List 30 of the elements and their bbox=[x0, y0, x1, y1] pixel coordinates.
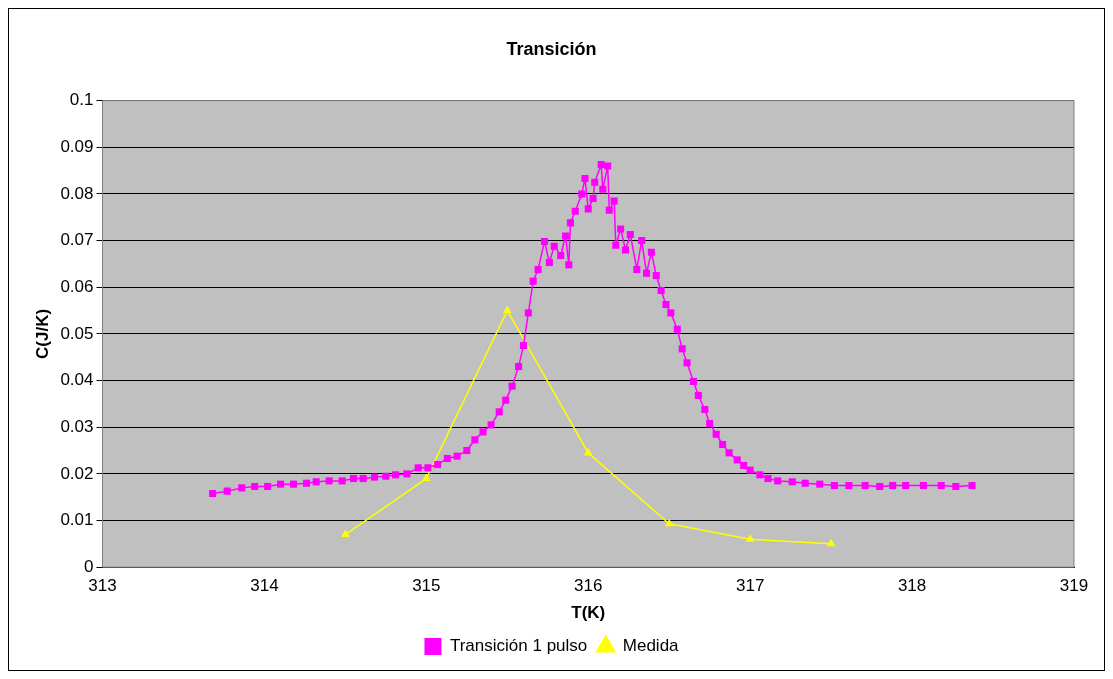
legend-label: Medida bbox=[622, 636, 680, 656]
x-tick-label: 316 bbox=[574, 576, 603, 596]
y-tick-label: 0.1 bbox=[69, 90, 94, 110]
y-tick-label: 0.08 bbox=[60, 183, 94, 203]
y-tick-label: 0.03 bbox=[60, 416, 94, 436]
x-tick-label: 319 bbox=[1059, 576, 1089, 596]
point bbox=[664, 518, 674, 527]
point bbox=[826, 538, 836, 547]
point bbox=[421, 473, 431, 482]
x-tick-label: 317 bbox=[735, 576, 765, 596]
legend-label: Transición 1 pulso bbox=[449, 636, 588, 656]
x-tick-label: 315 bbox=[412, 576, 441, 596]
y-tick-label: 0.09 bbox=[60, 136, 94, 156]
y-tick-label: 0 bbox=[84, 556, 94, 576]
y-tick-label: 0.07 bbox=[60, 230, 94, 250]
point bbox=[502, 305, 512, 314]
x-tick-label: 318 bbox=[897, 576, 927, 596]
chart-title: Transición bbox=[506, 38, 597, 59]
point bbox=[341, 529, 350, 538]
point bbox=[583, 447, 593, 456]
x-tick-label: 313 bbox=[88, 576, 117, 596]
y-tick-label: 0.02 bbox=[60, 463, 94, 483]
y-axis-title: C(J/K) bbox=[32, 308, 52, 359]
x-tick-label: 314 bbox=[250, 576, 279, 596]
y-tick-label: 0.04 bbox=[60, 370, 94, 390]
y-tick-label: 0.05 bbox=[60, 323, 94, 343]
point bbox=[745, 534, 755, 542]
y-tick-label: 0.06 bbox=[60, 276, 94, 296]
y-tick-label: 0.01 bbox=[60, 510, 94, 530]
x-axis-title: T(K) bbox=[571, 603, 606, 623]
